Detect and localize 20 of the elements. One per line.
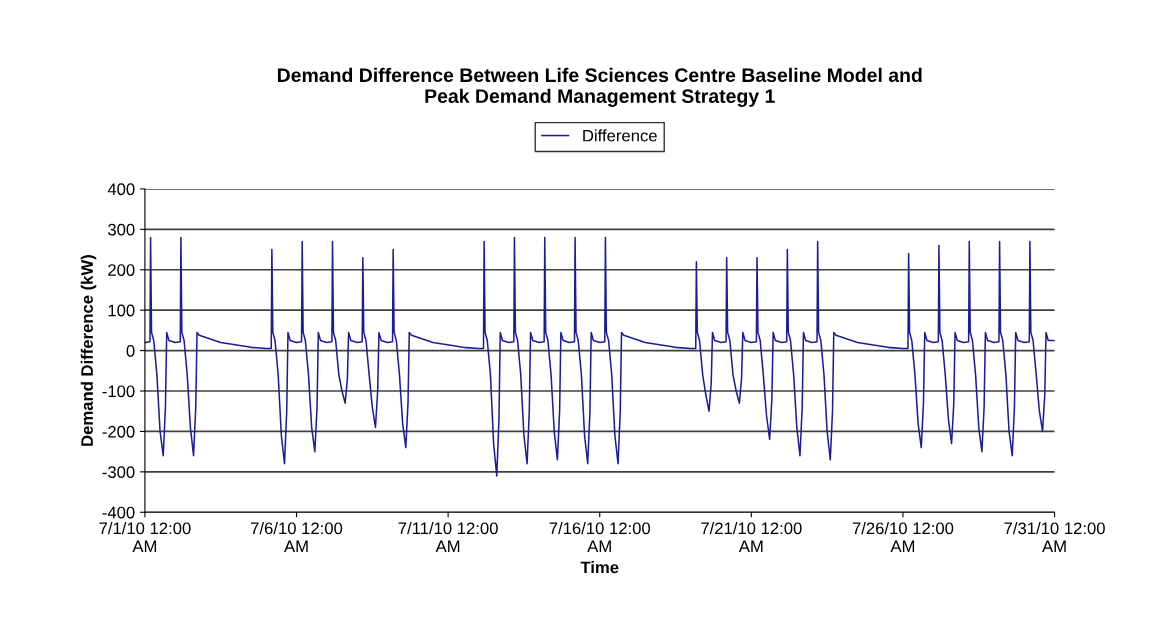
x-tick-label: 7/11/10 12:00 AM — [398, 521, 498, 553]
x-tick-label: 7/31/10 12:00 AM — [1004, 521, 1105, 553]
x-tick-label: 7/26/10 12:00 AM — [852, 521, 954, 553]
y-tick-label: 200 — [108, 264, 135, 276]
x-tick-label: 7/21/10 12:00 AM — [701, 521, 802, 553]
y-tick-label: 100 — [108, 304, 135, 317]
y-tick-label: 400 — [107, 183, 135, 196]
y-tick-label: -200 — [102, 425, 135, 438]
y-tick-label: -300 — [102, 466, 135, 479]
legend-label: Difference — [583, 129, 657, 142]
x-tick-label: 7/1/10 12:00 AM — [99, 521, 191, 553]
chart-title: Demand Difference Between Life Sciences Centre Baseline Model and Peak Demand Management Strategy 1 — [277, 67, 922, 107]
y-tick-label: 300 — [108, 223, 135, 236]
y-tick-label: 0 — [126, 345, 135, 357]
x-axis-title: Time — [580, 561, 619, 574]
y-axis-title: Demand Difference (kW) — [80, 255, 97, 446]
x-tick-label: 7/16/10 12:00 AM — [549, 521, 651, 553]
y-tick-label: -100 — [102, 385, 135, 398]
y-tick-label: -400 — [102, 506, 135, 519]
x-tick-label: 7/6/10 12:00 AM — [251, 521, 343, 553]
